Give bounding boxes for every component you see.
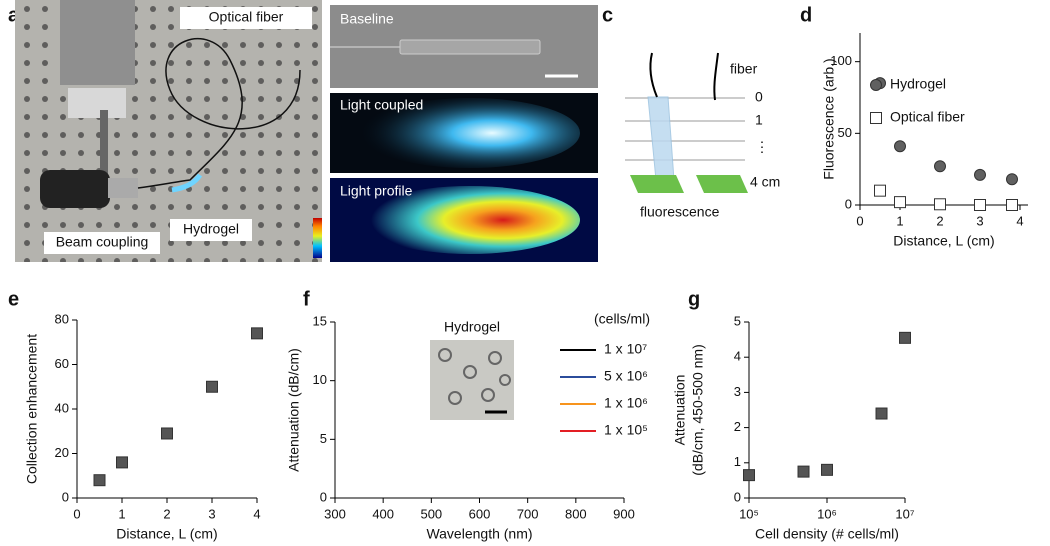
x-axis-label: Distance, L (cm) [116,526,217,542]
x-tick-label: 2 [163,506,170,521]
y-tick-label: 100 [830,53,852,68]
legend-label: 5 x 10⁶ [604,368,648,384]
marker [875,407,888,420]
y-tick-label: 20 [55,445,69,460]
panel-letter: d [800,4,812,26]
photo-b: Baseline Light coupled Light profile [313,5,598,262]
x-tick-label: 1 [896,213,903,228]
x-tick-label: 400 [372,506,394,521]
x-tick-label: 2 [936,213,943,228]
photo-label: Light coupled [340,97,423,113]
y-axis-label: Fluorescence (arb.) [821,58,837,179]
inset-label: Hydrogel [444,319,500,335]
photo-a: Optical fiber Beam coupling Hydrogel [15,0,322,262]
y-tick-label: 10 [313,372,327,387]
x-tick-label: 600 [469,506,491,521]
photo-label: Hydrogel [183,221,239,237]
y-tick-label: 3 [734,384,741,399]
x-tick-label: 10⁷ [895,506,914,521]
legend-label: 1 x 10⁶ [604,395,648,411]
marker [934,160,946,173]
y-tick-label: 40 [55,400,69,415]
legend-label: Optical fiber [890,109,965,125]
marker [1006,199,1018,211]
photo-label: Baseline [340,11,394,27]
legend-label: 1 x 10⁵ [604,422,648,438]
x-tick-label: 3 [208,506,215,521]
inset-image [430,340,514,420]
x-tick-label: 4 [253,506,260,521]
panel-letter: g [688,288,700,310]
x-tick-label: 900 [613,506,635,521]
panel-letter: f [303,288,310,310]
y-tick-label: 4 [734,349,741,364]
x-tick-label: 1 [118,506,125,521]
legend-label: 1 x 10⁷ [604,341,647,357]
y-axis-label: Attenuation (dB/cm) [286,348,302,472]
y-tick-label: 0 [845,196,852,211]
marker [161,427,173,440]
x-tick-label: 3 [976,213,983,228]
x-tick-label: 800 [565,506,587,521]
marker [874,184,886,197]
y-tick-label: 5 [320,431,327,446]
marker [251,327,263,340]
marker [821,463,833,476]
marker [1006,173,1018,186]
panel-letter: e [8,288,19,310]
y-tick-label: 50 [838,125,852,140]
schematic-label: 4 cm [750,174,780,190]
x-tick-label: 10⁶ [817,506,837,521]
y-tick-label: 1 [734,454,741,469]
y-tick-label: 60 [55,356,69,371]
marker [894,196,906,209]
y-tick-label: 80 [55,311,69,326]
marker [974,199,986,211]
legend-label: Hydrogel [890,76,946,92]
schematic-label: ⋮ [755,139,769,155]
legend-swatch [870,79,882,91]
schematic-label: fiber [730,61,758,77]
x-axis-label: Wavelength (nm) [426,526,532,542]
marker [899,331,911,344]
panel-letter: c [602,4,613,26]
photo-label: Light profile [340,183,413,199]
x-tick-label: 500 [420,506,442,521]
x-tick-label: 700 [517,506,539,521]
y-axis-label: Collection enhancement [24,334,40,484]
marker [116,456,128,469]
x-tick-label: 4 [1016,213,1023,228]
marker [93,474,106,487]
marker [797,465,810,478]
x-axis-label: Cell density (# cells/ml) [755,526,899,542]
legend-swatch [870,112,882,124]
schematic-label: fluorescence [640,204,720,220]
marker [934,198,946,211]
x-tick-label: 10⁵ [739,506,759,521]
x-tick-label: 0 [856,213,863,228]
legend-title: (cells/ml) [594,311,650,327]
x-tick-label: 300 [324,506,346,521]
y-axis-label: (dB/cm, 450-500 nm) [690,344,706,476]
y-tick-label: 0 [734,489,741,504]
schematic-label: 1 [755,112,763,128]
photo-label: Beam coupling [56,234,149,250]
marker [974,168,986,181]
y-tick-label: 2 [734,419,741,434]
marker [743,469,755,482]
y-tick-label: 15 [313,313,327,328]
marker [894,140,906,153]
photo-label: Optical fiber [209,9,284,25]
y-tick-label: 0 [320,489,327,504]
x-axis-label: Distance, L (cm) [893,233,994,249]
y-tick-label: 0 [62,489,69,504]
x-tick-label: 0 [73,506,80,521]
schematic-label: 0 [755,89,763,105]
y-axis-label: Attenuation [672,375,688,446]
marker [206,380,218,393]
y-tick-label: 5 [734,313,741,328]
schematic-c: fiber 0 1 ⋮ 4 cm fluorescence [625,52,780,220]
